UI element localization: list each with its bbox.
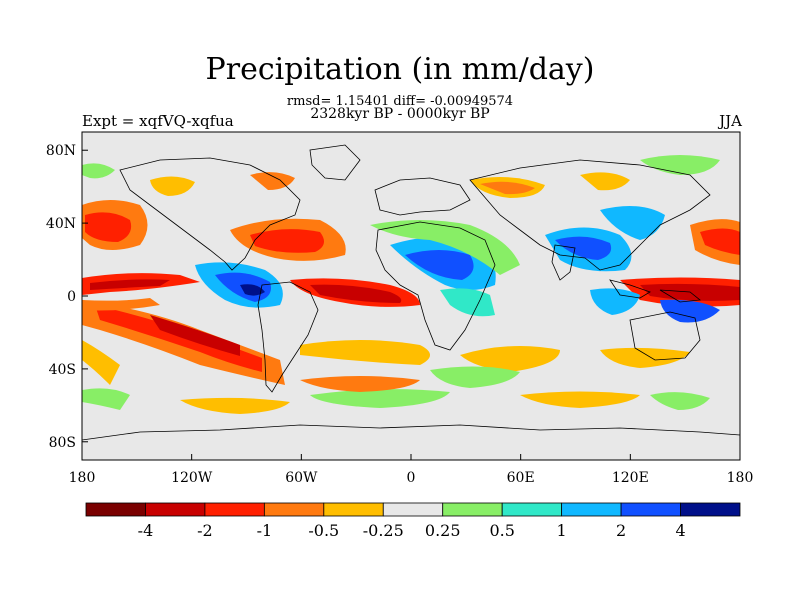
lat-tick-label: 40N <box>46 216 76 232</box>
colorbar-label: -4 <box>138 521 154 540</box>
colorbar-swatch <box>680 502 741 517</box>
colorbar-label: 0.25 <box>425 521 461 540</box>
colorbar-swatch <box>442 502 503 517</box>
colorbar-swatch <box>85 502 146 517</box>
lon-tick-label: 60W <box>285 470 318 486</box>
colorbar-swatch <box>382 502 444 517</box>
colorbar-label: 4 <box>675 521 685 540</box>
lat-tick-label: 80N <box>46 143 76 159</box>
stats-subtitle: rmsd= 1.15401 diff= -0.00949574 <box>286 94 514 109</box>
colorbar-label: 2 <box>616 521 626 540</box>
colorbar-label: -0.5 <box>308 521 339 540</box>
lon-tick-label: 180 <box>727 470 754 486</box>
colorbar-swatch <box>501 502 563 517</box>
lon-tick-label: 60E <box>507 470 535 486</box>
period-subtitle: 2328kyr BP - 0000kyr BP <box>310 106 490 122</box>
season-label: JJA <box>719 112 742 130</box>
colorbar-swatch <box>204 502 265 517</box>
axis-ticks: 80N 40N 0 40S 80S 180 120W 60W 0 60E 120E 180 <box>46 143 753 486</box>
colorbar-swatch <box>323 502 384 517</box>
colorbar-label: -2 <box>197 521 213 540</box>
lon-tick-label: 180 <box>69 470 96 486</box>
colorbar-label: 0.5 <box>489 521 514 540</box>
lat-tick-label: 40S <box>49 362 76 378</box>
chart-title: Precipitation (in mm/day) <box>205 52 595 87</box>
lat-tick-label: 80S <box>49 435 76 451</box>
colorbar-label: -1 <box>257 521 273 540</box>
map-area <box>82 132 740 460</box>
experiment-label: Expt = xqfVQ-xqfua <box>82 112 234 130</box>
lon-tick-label: 120E <box>612 470 649 486</box>
lon-tick-label: 0 <box>407 470 416 486</box>
coastlines <box>82 144 740 441</box>
anomaly-field <box>82 155 740 414</box>
lat-tick-label: 0 <box>67 289 76 305</box>
colorbar: -4 -2 -1 -0.5 -0.25 0.25 0.5 1 2 4 <box>85 502 741 540</box>
colorbar-swatch <box>561 502 622 517</box>
colorbar-swatch <box>263 502 325 517</box>
colorbar-swatch <box>145 502 206 517</box>
colorbar-label: -0.25 <box>363 521 404 540</box>
colorbar-swatch <box>620 502 681 517</box>
colorbar-label: 1 <box>557 521 567 540</box>
lon-tick-label: 120W <box>171 470 213 486</box>
